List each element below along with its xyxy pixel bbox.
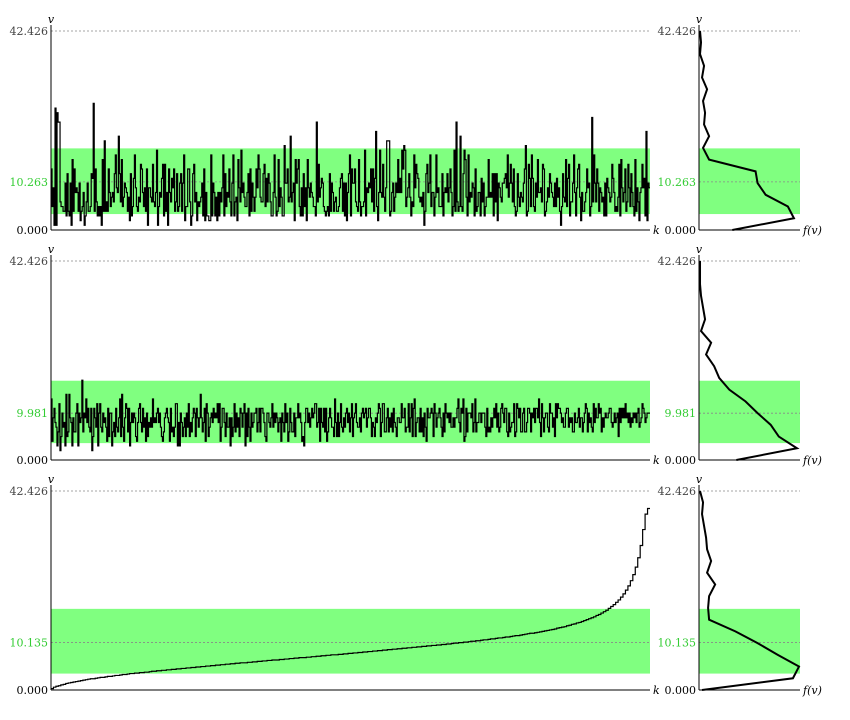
series-line [51,102,650,226]
main-tick-zero: 0.000 [17,224,49,237]
hist-tick-top: 42.426 [658,485,697,498]
hist-xlabel: f(v) [802,224,822,237]
main-ylabel: v [48,243,55,256]
hist-xlabel: f(v) [802,684,822,697]
main-tick-top: 42.426 [10,485,49,498]
hist-tick-top: 42.426 [658,25,697,38]
main-tick-zero: 0.000 [17,454,49,467]
series-line [51,507,650,690]
hist-ylabel: v [696,13,703,26]
main-xlabel: k [653,224,660,237]
hist-tick-zero: 0.000 [665,454,697,467]
panel-1: 42.426 10.263 0.000 v k 42.426 10.263 0.000 v f(v… [10,13,822,237]
main-ylabel: v [48,473,55,486]
series-line [51,379,650,452]
main-xlabel: k [653,684,660,697]
hist-xlabel: f(v) [802,454,822,467]
panel-3: 42.426 10.135 0.000 v k 42.426 10.135 0.000 v f(v… [10,473,822,697]
hist-tick-mean: 10.263 [658,176,697,189]
hist-ylabel: v [696,243,703,256]
hist-ylabel: v [696,473,703,486]
hist-tick-top: 42.426 [658,255,697,268]
hist-tick-zero: 0.000 [665,684,697,697]
main-tick-top: 42.426 [10,25,49,38]
main-tick-zero: 0.000 [17,684,49,697]
hist-band [699,608,800,674]
main-band [51,608,650,674]
density-curve [699,261,800,461]
hist-tick-mean: 10.135 [658,636,697,649]
main-xlabel: k [653,454,660,467]
main-tick-mean: 10.263 [10,176,49,189]
panel-2: 42.426 9.981 0.000 v k 42.426 9.981 0.000 v f(v) [10,243,822,467]
hist-tick-zero: 0.000 [665,224,697,237]
main-tick-mean: 10.135 [10,636,49,649]
hist-band [699,380,800,444]
hist-tick-mean: 9.981 [665,407,697,420]
main-ylabel: v [48,13,55,26]
main-tick-top: 42.426 [10,255,49,268]
main-tick-mean: 9.981 [17,407,49,420]
density-curve [699,490,801,691]
density-curve [698,30,796,231]
